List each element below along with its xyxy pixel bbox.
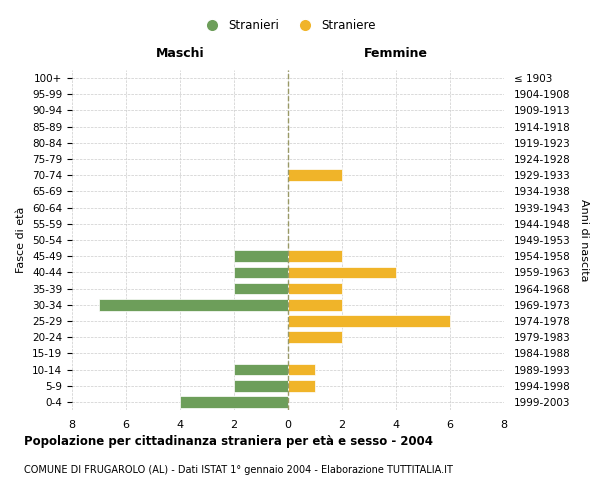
Bar	[234, 380, 288, 392]
Text: COMUNE DI FRUGAROLO (AL) - Dati ISTAT 1° gennaio 2004 - Elaborazione TUTTITALIA.: COMUNE DI FRUGAROLO (AL) - Dati ISTAT 1°…	[24, 465, 453, 475]
Bar	[234, 250, 288, 262]
Bar	[288, 266, 396, 278]
Bar	[99, 299, 288, 310]
Bar	[288, 315, 450, 327]
Bar	[288, 250, 342, 262]
Bar	[288, 170, 342, 181]
Bar	[288, 299, 342, 310]
Legend: Stranieri, Straniere: Stranieri, Straniere	[195, 14, 381, 37]
Bar	[288, 332, 342, 343]
Bar	[234, 364, 288, 376]
Bar	[288, 380, 315, 392]
Bar	[288, 364, 315, 376]
Bar	[234, 266, 288, 278]
Bar	[180, 396, 288, 407]
Y-axis label: Fasce di età: Fasce di età	[16, 207, 26, 273]
Bar	[234, 282, 288, 294]
Text: Maschi: Maschi	[155, 48, 205, 60]
Y-axis label: Anni di nascita: Anni di nascita	[579, 198, 589, 281]
Text: Femmine: Femmine	[364, 48, 428, 60]
Bar	[288, 282, 342, 294]
Text: Popolazione per cittadinanza straniera per età e sesso - 2004: Popolazione per cittadinanza straniera p…	[24, 435, 433, 448]
